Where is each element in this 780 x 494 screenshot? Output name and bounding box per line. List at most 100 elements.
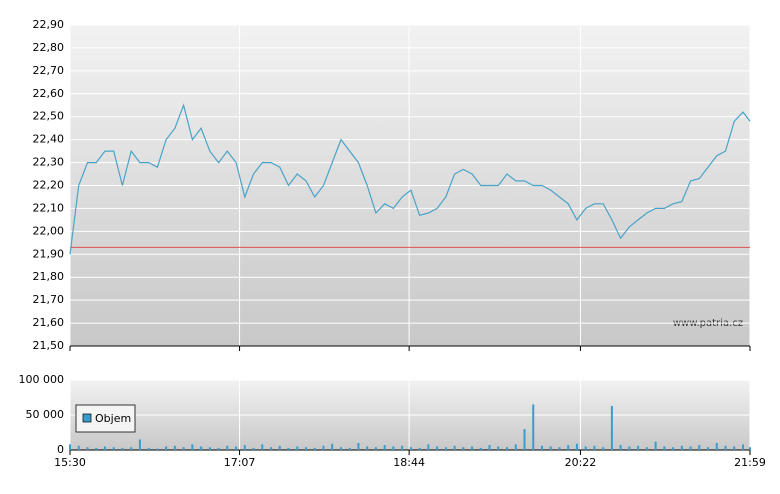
volume-bar xyxy=(182,447,185,450)
legend-label: Objem xyxy=(95,412,131,425)
volume-bar xyxy=(69,444,71,450)
volume-bar xyxy=(523,429,526,450)
volume-bar xyxy=(506,447,509,450)
volume-bar xyxy=(672,447,675,450)
volume-bar xyxy=(427,444,430,450)
y-tick-label: 22,40 xyxy=(33,133,65,146)
volume-bar xyxy=(339,447,342,450)
volume-bar xyxy=(191,444,194,450)
volume-bar xyxy=(707,447,710,450)
y-tick-label: 22,50 xyxy=(33,110,65,123)
x-tick-label: 17:07 xyxy=(224,456,256,469)
y-tick-label: 21,60 xyxy=(33,316,65,329)
y-tick-label: 21,70 xyxy=(33,293,65,306)
y-tick-label: 21,50 xyxy=(33,339,65,352)
volume-bar xyxy=(724,445,727,450)
volume-bar xyxy=(409,447,412,450)
volume-bar xyxy=(549,446,552,450)
volume-bar xyxy=(453,445,456,450)
y-tick-label: 0 xyxy=(57,443,64,456)
y-tick-label: 22,10 xyxy=(33,201,65,214)
volume-bar xyxy=(208,447,211,450)
volume-bar xyxy=(698,445,701,450)
volume-bar xyxy=(619,445,622,450)
volume-bar xyxy=(165,446,168,450)
volume-bar xyxy=(637,445,640,450)
volume-bar xyxy=(610,405,613,450)
volume-bar xyxy=(357,443,360,450)
x-tick-label: 20:22 xyxy=(565,456,597,469)
volume-bar xyxy=(138,439,141,450)
volume-bar xyxy=(296,446,299,450)
y-tick-label: 100 000 xyxy=(19,373,65,386)
y-tick-label: 50 000 xyxy=(26,408,65,421)
volume-bar xyxy=(226,445,229,450)
volume-bar xyxy=(112,447,115,450)
volume-bar xyxy=(243,445,246,450)
volume-bar xyxy=(593,445,596,450)
volume-bar xyxy=(584,446,587,450)
x-tick-label: 15:30 xyxy=(54,456,86,469)
x-tick-label: 18:44 xyxy=(393,456,425,469)
volume-bar xyxy=(436,446,439,450)
volume-bar xyxy=(567,445,570,450)
volume-bar xyxy=(173,445,176,450)
volume-bar xyxy=(121,447,124,450)
volume-bar xyxy=(654,441,657,450)
y-tick-label: 21,80 xyxy=(33,270,65,283)
price-line xyxy=(69,103,751,255)
x-tick-label: 21:59 xyxy=(734,456,766,469)
y-tick-label: 22,00 xyxy=(33,224,65,237)
volume-bar xyxy=(418,447,421,450)
volume-bar xyxy=(392,446,395,450)
volume-bar xyxy=(217,447,220,450)
volume-bar xyxy=(444,447,447,450)
volume-bar xyxy=(103,446,106,450)
volume-bar xyxy=(278,445,281,450)
volume-bar xyxy=(575,443,578,450)
volume-bar xyxy=(95,447,98,450)
volume-bar xyxy=(645,447,648,450)
volume-bar xyxy=(313,447,316,450)
volume-bar xyxy=(733,446,736,450)
y-tick-label: 21,90 xyxy=(33,247,65,260)
volume-bar xyxy=(156,448,159,450)
volume-bar xyxy=(462,447,465,450)
volume-bar xyxy=(663,446,666,450)
y-tick-label: 22,60 xyxy=(33,87,65,100)
y-tick-label: 22,70 xyxy=(33,64,65,77)
volume-bar xyxy=(488,445,491,450)
volume-bar xyxy=(602,447,605,450)
volume-bar xyxy=(401,445,404,450)
volume-bar xyxy=(287,447,290,450)
volume-bar xyxy=(331,443,334,450)
volume-bar xyxy=(742,444,745,450)
y-tick-label: 22,20 xyxy=(33,179,65,192)
volume-bar xyxy=(471,446,474,450)
volume-bar xyxy=(130,447,133,450)
volume-bar xyxy=(348,447,351,450)
volume-bar xyxy=(77,445,80,450)
y-tick-label: 22,30 xyxy=(33,156,65,169)
legend-swatch xyxy=(82,413,92,423)
volume-bar xyxy=(252,447,255,450)
legend-box xyxy=(75,404,136,433)
volume-bar xyxy=(374,447,377,450)
volume-bar xyxy=(497,446,500,450)
volume-bar xyxy=(540,445,543,450)
volume-bar xyxy=(200,446,203,450)
volume-bar xyxy=(383,445,386,450)
volume-bar xyxy=(479,447,482,450)
y-tick-label: 22,90 xyxy=(33,18,65,31)
volume-bar xyxy=(86,447,89,450)
volume-bar xyxy=(628,446,631,450)
volume-bar xyxy=(235,446,238,450)
volume-bar xyxy=(514,444,517,450)
volume-bar xyxy=(532,404,535,450)
volume-bar xyxy=(147,447,150,450)
volume-bar xyxy=(689,446,692,450)
volume-bar xyxy=(715,443,718,450)
volume-bar xyxy=(322,445,325,450)
